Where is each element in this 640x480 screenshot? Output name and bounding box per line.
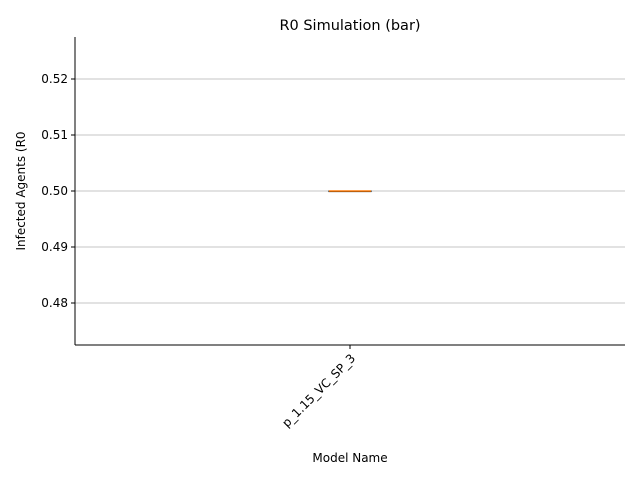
x-ticks: p_1.15_VC_SP_3 xyxy=(279,345,358,430)
x-tick-label: p_1.15_VC_SP_3 xyxy=(279,351,358,430)
marks-layer xyxy=(328,190,372,193)
y-tick-label: 0.50 xyxy=(41,184,68,198)
x-axis-label: Model Name xyxy=(312,451,387,465)
y-tick-label: 0.49 xyxy=(41,240,68,254)
y-tick-label: 0.51 xyxy=(41,128,68,142)
y-tick-label: 0.48 xyxy=(41,296,68,310)
y-ticks: 0.48 0.49 0.50 0.51 0.52 xyxy=(41,72,75,310)
y-tick-label: 0.52 xyxy=(41,72,68,86)
y-axis-label: Infected Agents (R0 xyxy=(14,131,28,250)
chart-title: R0 Simulation (bar) xyxy=(279,18,420,34)
